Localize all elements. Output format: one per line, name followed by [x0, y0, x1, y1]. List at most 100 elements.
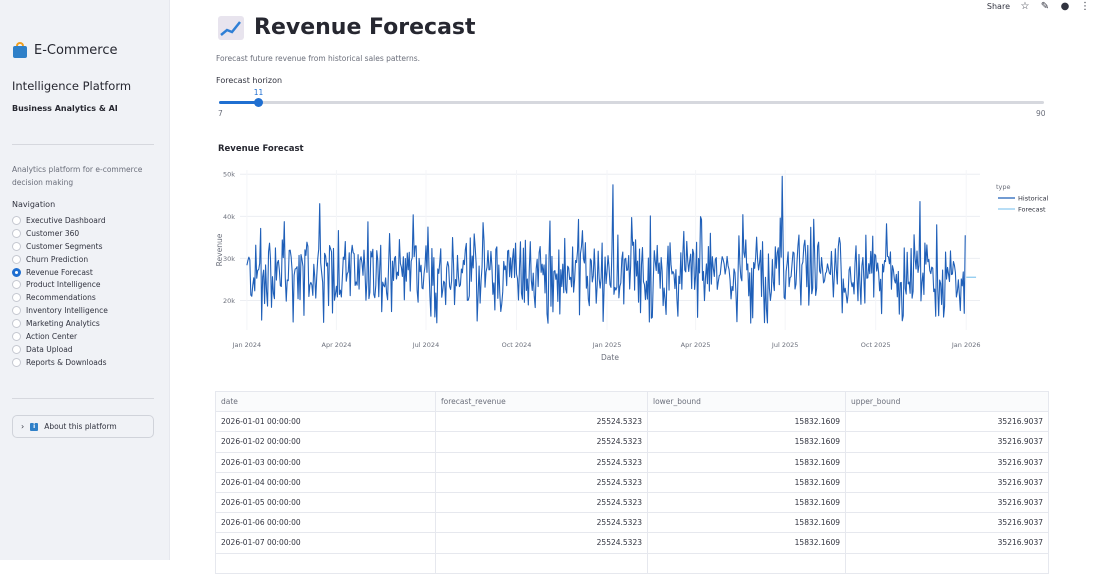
star-icon[interactable]: ☆ — [1020, 0, 1030, 12]
radio-icon[interactable] — [12, 306, 21, 316]
info-icon: i — [30, 422, 39, 431]
share-button[interactable]: Share — [986, 1, 1010, 11]
table-row[interactable]: 2026-01-03 00:00:00 25524.5323 15832.1609 3… — [216, 452, 1048, 473]
table-cell[interactable]: 2026-01-06 00:00:00 — [216, 513, 436, 533]
column-header-forecast-revenue[interactable]: forecast_revenue — [436, 392, 648, 412]
nav-item-label: Customer Segments — [26, 241, 103, 251]
table-cell[interactable]: 35216.9037 — [997, 437, 1043, 447]
nav-item-reports-downloads[interactable]: Reports & Downloads — [12, 356, 108, 369]
x-tick-label: Jul 2024 — [412, 341, 439, 349]
y-axis-title: Revenue — [215, 233, 224, 266]
table-row[interactable] — [216, 553, 1048, 574]
nav-item-label: Executive Dashboard — [26, 215, 106, 225]
table-cell[interactable]: 25524.5323 — [436, 452, 648, 472]
radio-icon[interactable] — [12, 215, 21, 225]
nav-item-customer-segments[interactable]: Customer Segments — [12, 240, 108, 253]
table-cell[interactable]: 15832.1609 — [648, 432, 846, 452]
sidebar-description: Analytics platform for e-commerce decisi… — [12, 165, 143, 187]
table-row[interactable]: 2026-01-05 00:00:00 25524.5323 15832.1609 3… — [216, 492, 1048, 514]
radio-icon[interactable] — [12, 293, 21, 303]
table-cell[interactable] — [846, 554, 1048, 573]
table-cell[interactable]: 2026-01-01 00:00:00 — [216, 412, 436, 432]
table-cell[interactable]: 35216.9037 — [997, 498, 1043, 508]
table-cell[interactable]: 35216.9037 — [997, 477, 1043, 487]
radio-icon[interactable] — [12, 254, 21, 264]
top-toolbar: Share ☆ ✎ ● ⋮ — [987, 0, 1090, 12]
table-cell[interactable]: 2026-01-02 00:00:00 — [216, 432, 436, 452]
nav-item-churn-prediction[interactable]: Churn Prediction — [12, 253, 108, 266]
table-row[interactable]: 2026-01-01 00:00:00 25524.5323 15832.1609 3… — [216, 412, 1048, 433]
table-cell[interactable] — [216, 553, 436, 573]
table-cell[interactable]: 25524.5323 — [436, 472, 648, 492]
slider-min: 7 — [218, 109, 223, 118]
table-cell[interactable]: 2026-01-07 00:00:00 — [216, 533, 436, 553]
nav-item-marketing-analytics[interactable]: Marketing Analytics — [12, 317, 108, 330]
brand: E-Commerce — [12, 42, 117, 58]
radio-icon[interactable] — [12, 241, 21, 251]
column-header-lower-bound[interactable]: lower_bound — [648, 392, 846, 412]
nav-item-customer-360[interactable]: Customer 360 — [12, 227, 108, 240]
slider-thumb[interactable] — [254, 98, 264, 107]
table-cell[interactable]: 35216.9037 — [997, 538, 1043, 548]
table-cell[interactable]: 25524.5323 — [436, 412, 648, 432]
nav-item-recommendations[interactable]: Recommendations — [12, 291, 108, 304]
forecast-table[interactable]: date forecast_revenue lower_bound upper_bou… — [215, 391, 1049, 574]
table-row[interactable]: 2026-01-02 00:00:00 25524.5323 15832.1609 3… — [216, 432, 1048, 453]
nav-item-data-upload[interactable]: Data Upload — [12, 343, 108, 356]
table-cell[interactable]: 25524.5323 — [436, 432, 648, 452]
table-cell[interactable]: 25524.5323 — [436, 492, 648, 513]
github-icon[interactable]: ● — [1060, 0, 1070, 12]
column-header-date[interactable]: date — [216, 392, 436, 412]
forecast-horizon-slider[interactable] — [219, 98, 1044, 107]
nav-item-revenue-forecast[interactable]: Revenue Forecast — [12, 266, 108, 279]
table-cell[interactable]: 35216.9037 — [997, 518, 1043, 528]
platform-subtitle: Intelligence Platform — [12, 79, 132, 93]
table-cell[interactable]: 15832.1609 — [648, 492, 846, 513]
more-options-icon[interactable]: ⋮ — [1080, 0, 1090, 12]
table-cell[interactable]: 35216.9037 — [997, 457, 1043, 467]
table-cell[interactable]: 15832.1609 — [648, 412, 846, 432]
edit-icon[interactable]: ✎ — [1040, 0, 1050, 12]
slider-value: 11 — [253, 88, 264, 97]
radio-icon[interactable] — [12, 344, 21, 354]
table-cell[interactable]: 2026-01-05 00:00:00 — [216, 492, 436, 513]
table-cell[interactable]: 25524.5323 — [436, 513, 648, 533]
chart-increasing-icon — [218, 16, 244, 40]
table-cell[interactable]: 15832.1609 — [648, 533, 846, 553]
radio-icon[interactable] — [12, 331, 21, 341]
legend-label-forecast[interactable]: Forecast — [1018, 206, 1046, 214]
radio-icon[interactable] — [12, 319, 21, 329]
table-cell[interactable]: 15832.1609 — [648, 472, 846, 492]
legend-label-historical[interactable]: Historical — [1018, 195, 1049, 203]
page-title: Revenue Forecast — [254, 15, 476, 40]
navigation-label: Navigation — [12, 200, 56, 209]
table-row[interactable]: 2026-01-04 00:00:00 25524.5323 15832.1609 3… — [216, 472, 1048, 493]
radio-icon[interactable] — [12, 280, 21, 290]
historical-series-line — [246, 175, 966, 324]
table-cell[interactable]: 15832.1609 — [648, 452, 846, 472]
revenue-forecast-chart[interactable]: 20k 30k 40k 50k Jan 2024 Apr 2024 Jul 2024 Oct … — [210, 170, 1050, 370]
table-cell[interactable]: 15832.1609 — [648, 513, 846, 533]
about-expander[interactable]: › i About this platform — [12, 415, 154, 438]
table-cell[interactable]: 2026-01-03 00:00:00 — [216, 452, 436, 472]
table-row[interactable]: 2026-01-06 00:00:00 25524.5323 15832.1609 3… — [216, 513, 1048, 534]
table-cell[interactable] — [648, 553, 846, 573]
radio-icon[interactable] — [12, 228, 21, 238]
nav-item-inventory-intelligence[interactable]: Inventory Intelligence — [12, 304, 108, 317]
nav-item-product-intelligence[interactable]: Product Intelligence — [12, 278, 108, 291]
radio-icon[interactable] — [12, 357, 21, 367]
x-tick-label: Apr 2025 — [681, 341, 711, 349]
x-tick-label: Oct 2024 — [502, 341, 532, 349]
radio-icon[interactable] — [12, 267, 21, 277]
table-cell[interactable]: 2026-01-04 00:00:00 — [216, 472, 436, 492]
table-cell[interactable] — [436, 553, 648, 573]
table-row[interactable]: 2026-01-07 00:00:00 25524.5323 15832.1609 3… — [216, 533, 1048, 554]
shopping-bag-icon — [12, 42, 28, 58]
table-cell[interactable]: 25524.5323 — [436, 533, 648, 553]
nav-item-action-center[interactable]: Action Center — [12, 330, 108, 343]
column-header-upper-bound[interactable]: upper_bound — [846, 392, 1048, 412]
nav-item-label: Recommendations — [26, 293, 96, 303]
nav-item-executive-dashboard[interactable]: Executive Dashboard — [12, 214, 108, 227]
table-cell[interactable]: 35216.9037 — [997, 417, 1043, 427]
nav-item-label: Customer 360 — [26, 228, 80, 238]
